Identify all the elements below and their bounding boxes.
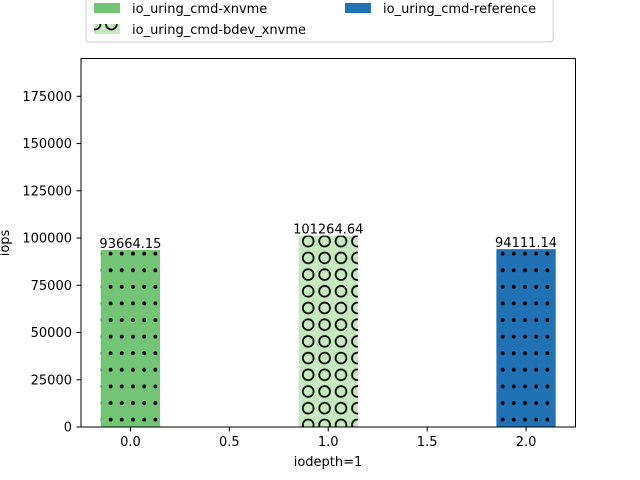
bar-value-label: 93664.15 bbox=[99, 237, 161, 252]
y-tick-label: 0 bbox=[64, 421, 72, 436]
legend-label: io_uring_cmd-reference bbox=[383, 2, 536, 17]
y-tick-label: 25000 bbox=[31, 373, 72, 388]
x-tick-label: 1.5 bbox=[417, 435, 438, 450]
y-axis-label: iops bbox=[0, 229, 13, 256]
x-axis-label: iodepth=1 bbox=[294, 455, 363, 470]
x-axis-ticks: 0.0 0.5 1.0 1.5 2.0 bbox=[120, 427, 536, 450]
bar-hatch-io_uring_cmd-reference bbox=[496, 249, 556, 427]
y-tick-label: 50000 bbox=[31, 326, 72, 341]
y-tick-label: 150000 bbox=[22, 137, 72, 152]
y-axis-ticks: 0 25000 50000 75000 100000 125000 150000 175000 bbox=[22, 90, 81, 436]
bar-value-label: 101264.64 bbox=[293, 223, 363, 238]
bars-layer bbox=[100, 235, 556, 427]
bar-hatch-io_uring_cmd-bdev_xnvme bbox=[298, 235, 358, 427]
bar-labels-layer: 93664.15 101264.64 94111.14 bbox=[99, 223, 557, 252]
y-tick-label: 75000 bbox=[31, 279, 72, 294]
y-tick-label: 175000 bbox=[22, 90, 72, 105]
bar-hatch-io_uring_cmd-xnvme bbox=[100, 249, 161, 427]
y-tick-label: 125000 bbox=[22, 184, 72, 199]
x-tick-label: 2.0 bbox=[516, 435, 537, 450]
y-tick-label: 100000 bbox=[22, 232, 72, 247]
legend-label: io_uring_cmd-bdev_xnvme bbox=[132, 23, 306, 38]
legend: io_uring_cmd-xnvme io_uring_cmd-reference… bbox=[85, 0, 554, 43]
bar-value-label: 94111.14 bbox=[495, 236, 557, 251]
legend-swatch-io_uring_cmd-reference bbox=[345, 3, 371, 13]
legend-label: io_uring_cmd-xnvme bbox=[132, 2, 267, 17]
x-tick-label: 1.0 bbox=[318, 435, 339, 450]
legend-frame bbox=[85, 0, 554, 43]
legend-swatch-io_uring_cmd-xnvme bbox=[94, 3, 120, 13]
x-tick-label: 0.0 bbox=[120, 435, 141, 450]
x-tick-label: 0.5 bbox=[219, 435, 240, 450]
legend-swatch-hatch bbox=[94, 24, 120, 34]
